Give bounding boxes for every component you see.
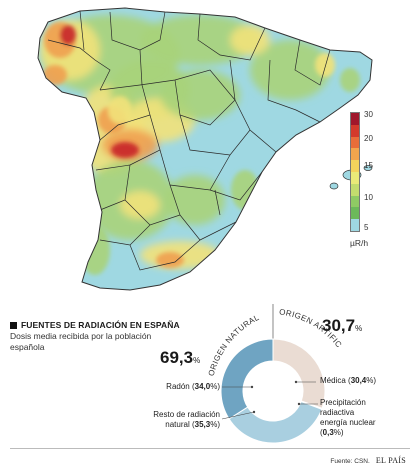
radiation-zone-13 [160, 70, 240, 120]
donut-chart: ORIGEN NATURAL ORIGEN ARTIFICIAL [0, 290, 344, 444]
legend-tick-5: 5 [364, 223, 369, 232]
radiation-zone-6 [43, 65, 67, 85]
radiation-zone-16 [120, 191, 160, 219]
leader-radon-dot [250, 385, 254, 389]
radiation-zone-2 [250, 40, 330, 100]
legend-color-scale [350, 112, 360, 232]
legend-swatch-6 [351, 183, 359, 196]
artificial-group-label: ORIGEN ARTIFICIAL [0, 290, 344, 349]
footer: Fuente: CSN. EL PAÍS [330, 456, 406, 465]
donut-hole [243, 361, 303, 421]
leader-medica-dot [294, 380, 298, 384]
legend-swatch-9 [351, 219, 359, 231]
square-bullet-icon [10, 321, 17, 329]
leader-resto-dot [252, 410, 256, 414]
legend-swatch-5 [351, 171, 359, 184]
radiation-map [37, 7, 373, 291]
legend-swatch-0 [351, 113, 359, 125]
legend-tick-20: 20 [364, 134, 373, 143]
legend-swatch-4 [351, 160, 359, 172]
radiation-zone-11 [111, 142, 139, 158]
radiation-zone-23 [80, 225, 110, 275]
donut-slices [220, 338, 326, 444]
radiation-zone-22 [340, 68, 360, 92]
legend-unit: µR/h [350, 238, 369, 248]
radiation-zone-1 [140, 15, 260, 65]
section-subtitle-line2: española [10, 342, 45, 352]
radiation-zone-14 [230, 25, 270, 55]
artificial-total: 30,7% [322, 316, 363, 335]
legend-swatch-1 [351, 124, 359, 137]
legend-swatch-8 [351, 207, 359, 220]
radiation-zone-5 [60, 25, 76, 45]
brand-logo: EL PAÍS [375, 456, 406, 465]
legend-tick-15: 15 [364, 161, 373, 170]
natural-total: 69,3% [160, 348, 201, 367]
legend-swatch-7 [351, 195, 359, 208]
radiation-zone-19 [156, 252, 184, 268]
section-subtitle-line1: Dosis media recibida por la población [10, 331, 152, 341]
leader-resto [221, 411, 255, 420]
radiation-zone-21 [315, 53, 335, 77]
label-precipitacion: Precipitación radiactiva energía nuclear… [320, 398, 376, 437]
legend-swatch-3 [351, 148, 359, 161]
legend-tick-30: 30 [364, 110, 373, 119]
radiation-zone-17 [165, 175, 225, 225]
legend-tick-10: 10 [364, 193, 373, 202]
legend-swatch-2 [351, 136, 359, 149]
province-borders [47, 10, 331, 271]
label-resto: Resto de radiación natural (35,3%) [153, 410, 220, 429]
section-header: FUENTES DE RADIACIÓN EN ESPAÑA [10, 320, 180, 330]
radiation-zone-24 [108, 96, 132, 124]
label-medica: Médica (30,4%) [320, 376, 377, 385]
label-radon: Radón (34,0%) [166, 382, 220, 391]
section-title: FUENTES DE RADIACIÓN EN ESPAÑA [21, 320, 180, 330]
source-note: Fuente: CSN. [330, 458, 370, 465]
footer-rule [10, 448, 410, 449]
leader-precip-dot [297, 402, 301, 406]
